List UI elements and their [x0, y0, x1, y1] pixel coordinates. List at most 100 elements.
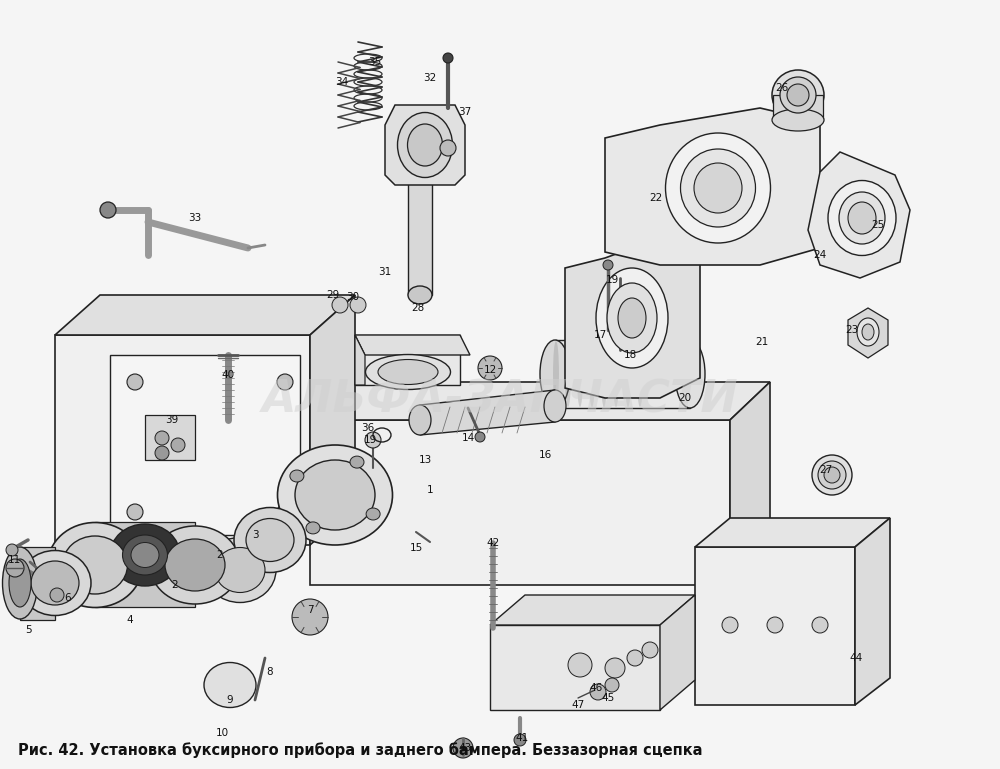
Ellipse shape: [772, 109, 824, 131]
Polygon shape: [55, 335, 310, 545]
Polygon shape: [848, 308, 888, 358]
Ellipse shape: [398, 112, 452, 178]
Circle shape: [478, 356, 502, 380]
Text: 43: 43: [458, 743, 472, 753]
Text: 22: 22: [649, 193, 663, 203]
Ellipse shape: [19, 551, 91, 615]
Ellipse shape: [9, 559, 31, 607]
Ellipse shape: [565, 341, 571, 407]
Circle shape: [767, 617, 783, 633]
Text: 19: 19: [605, 275, 619, 285]
Ellipse shape: [780, 77, 816, 113]
Ellipse shape: [350, 456, 364, 468]
Ellipse shape: [378, 359, 438, 384]
Ellipse shape: [131, 542, 159, 568]
Ellipse shape: [596, 268, 668, 368]
Polygon shape: [773, 95, 823, 120]
Ellipse shape: [48, 522, 143, 608]
Circle shape: [514, 734, 526, 746]
Circle shape: [277, 374, 293, 390]
Polygon shape: [355, 335, 460, 385]
Text: 6: 6: [65, 593, 71, 603]
Ellipse shape: [544, 390, 566, 422]
Text: 36: 36: [361, 423, 375, 433]
Ellipse shape: [165, 539, 225, 591]
Ellipse shape: [204, 538, 276, 602]
Ellipse shape: [540, 340, 570, 408]
Polygon shape: [20, 547, 55, 620]
Ellipse shape: [408, 124, 442, 166]
Ellipse shape: [553, 341, 559, 407]
Ellipse shape: [772, 70, 824, 120]
Text: 11: 11: [7, 555, 21, 565]
Ellipse shape: [680, 149, 756, 227]
Circle shape: [50, 588, 64, 602]
Ellipse shape: [839, 192, 885, 244]
Ellipse shape: [828, 181, 896, 255]
Text: 18: 18: [623, 350, 637, 360]
Polygon shape: [855, 518, 890, 705]
Ellipse shape: [110, 524, 180, 586]
Circle shape: [603, 260, 613, 270]
Text: 24: 24: [813, 250, 827, 260]
Ellipse shape: [366, 508, 380, 520]
Text: 29: 29: [326, 290, 340, 300]
Polygon shape: [490, 625, 660, 710]
Text: 3: 3: [252, 530, 258, 540]
Text: 28: 28: [411, 303, 425, 313]
Polygon shape: [385, 105, 465, 185]
Text: 19: 19: [363, 435, 377, 445]
Polygon shape: [660, 595, 695, 710]
Text: 37: 37: [458, 107, 472, 117]
Text: 34: 34: [335, 77, 349, 87]
Text: 16: 16: [538, 450, 552, 460]
Polygon shape: [310, 382, 770, 420]
Ellipse shape: [812, 455, 852, 495]
Circle shape: [6, 559, 24, 577]
Ellipse shape: [246, 518, 294, 561]
Circle shape: [627, 650, 643, 666]
Ellipse shape: [295, 460, 375, 530]
Polygon shape: [420, 390, 555, 435]
Text: Рис. 42. Установка буксирного прибора и заднего бампера. Беззазорная сцепка: Рис. 42. Установка буксирного прибора и …: [18, 742, 702, 758]
Polygon shape: [355, 335, 365, 385]
Polygon shape: [95, 522, 195, 607]
Circle shape: [127, 504, 143, 520]
Text: 23: 23: [845, 325, 859, 335]
Ellipse shape: [306, 522, 320, 534]
Text: 40: 40: [221, 370, 235, 380]
Text: 12: 12: [483, 365, 497, 375]
Ellipse shape: [31, 561, 79, 605]
Circle shape: [127, 374, 143, 390]
Text: 5: 5: [25, 625, 31, 635]
Text: 27: 27: [819, 465, 833, 475]
Text: 17: 17: [593, 330, 607, 340]
Text: 2: 2: [172, 580, 178, 590]
Text: 4: 4: [127, 615, 133, 625]
Ellipse shape: [408, 166, 432, 184]
Polygon shape: [695, 518, 890, 547]
Polygon shape: [605, 108, 820, 265]
Ellipse shape: [366, 355, 450, 390]
Circle shape: [590, 684, 606, 700]
Text: 41: 41: [515, 733, 529, 743]
Text: 15: 15: [409, 543, 423, 553]
Ellipse shape: [62, 536, 128, 594]
Text: 13: 13: [418, 455, 432, 465]
Ellipse shape: [215, 548, 265, 592]
Circle shape: [440, 140, 456, 156]
Ellipse shape: [278, 445, 392, 545]
Ellipse shape: [577, 341, 583, 407]
Ellipse shape: [601, 341, 607, 407]
Text: 30: 30: [346, 292, 360, 302]
Ellipse shape: [122, 535, 168, 575]
Circle shape: [443, 53, 453, 63]
Polygon shape: [555, 340, 690, 408]
Circle shape: [100, 202, 116, 218]
Circle shape: [642, 642, 658, 658]
Text: 14: 14: [461, 433, 475, 443]
Circle shape: [365, 432, 381, 448]
Circle shape: [171, 438, 185, 452]
Circle shape: [453, 738, 473, 758]
Ellipse shape: [824, 467, 840, 483]
